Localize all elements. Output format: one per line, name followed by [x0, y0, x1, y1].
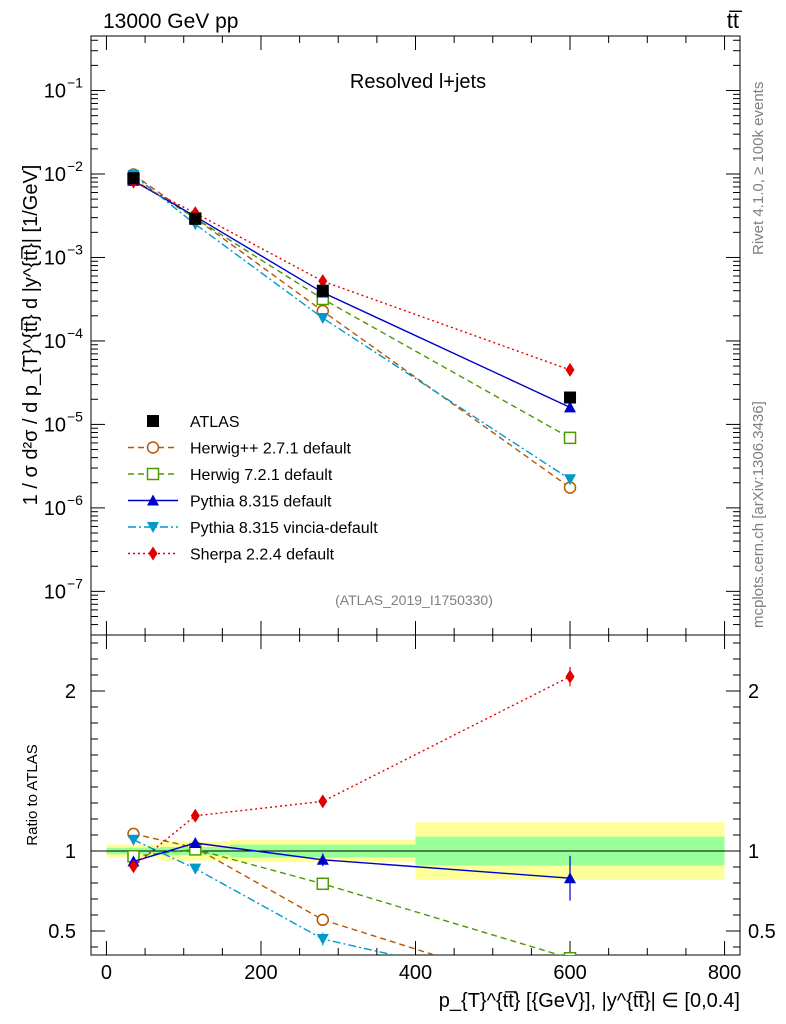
legend-label: Pythia 8.315 vincia-default — [190, 520, 378, 537]
y-tick-exponent: −6 — [67, 492, 83, 508]
ratio-series — [127, 667, 577, 955]
ratio-line-2 — [133, 842, 571, 879]
ratio-point-1 — [316, 877, 330, 891]
main-series — [127, 168, 577, 494]
y-axis-label: 1 / σ d²σ / d p_{T}^{tt̅} d |y^{tt̅}| [1… — [20, 165, 42, 506]
y-tick-exponent: −7 — [67, 575, 83, 591]
ratio-line-0 — [133, 833, 437, 955]
ratio-y-tick-label-left: 2 — [65, 681, 76, 703]
ratio-point-2 — [564, 872, 577, 884]
series-line-3 — [133, 174, 571, 480]
ratio-point-4 — [190, 808, 200, 823]
ratio-plot-frame — [90, 634, 741, 956]
legend-label: Pythia 8.315 default — [190, 494, 332, 511]
y-tick-label: 10 — [44, 581, 66, 603]
series-line-2 — [133, 180, 571, 409]
ratio-point-0 — [316, 913, 330, 927]
y-tick-exponent: −2 — [67, 158, 83, 174]
analysis-tag: (ATLAS_2019_I1750330) — [335, 592, 493, 608]
legend-marker — [147, 415, 159, 427]
x-tick-label: 200 — [244, 962, 277, 984]
chart-title: Resolved l+jets — [350, 71, 486, 93]
atlas-data-point — [189, 212, 202, 225]
ratio-y-axis-label: Ratio to ATLAS — [24, 744, 41, 845]
ratio-y-tick-label-left: 0.5 — [48, 921, 76, 943]
legend-marker — [148, 546, 158, 561]
header-left: 13000 GeV pp — [103, 10, 238, 33]
ratio-point-3 — [316, 934, 329, 945]
ratio-point-2 — [189, 837, 202, 848]
y-tick-label: 10 — [44, 247, 66, 269]
ratio-axes: 0.5 0.5 1 1 2 2 — [48, 642, 776, 948]
mcplots-label: mcplots.cern.ch [arXiv:1306.3436] — [750, 401, 767, 628]
series-point-3 — [316, 313, 329, 325]
ratio-point-1 — [563, 951, 577, 955]
x-tick-label: 800 — [708, 962, 741, 984]
ratio-line-3 — [133, 839, 397, 955]
ratio-point-3 — [189, 863, 202, 875]
series-point-4 — [565, 362, 575, 377]
atlas-data-point — [564, 391, 577, 404]
x-tick-label: 0 — [101, 962, 112, 984]
legend-label: Herwig++ 2.7.1 default — [190, 441, 352, 458]
series-point-2 — [564, 401, 577, 413]
ratio-line-4 — [133, 675, 571, 867]
y-tick-label: 10 — [44, 331, 66, 353]
legend: ATLAS Herwig++ 2.7.1 default Herwig 7.2.1 … — [128, 414, 378, 564]
main-axes: 10 −110 −210 −310 −410 −510 −610 −70 200 400 600 80… — [44, 36, 741, 984]
y-tick-exponent: −4 — [67, 325, 83, 341]
rivet-label: Rivet 4.1.0, ≥ 100k events — [750, 82, 767, 255]
legend-marker — [146, 467, 160, 481]
legend-label: ATLAS — [190, 414, 240, 431]
ratio-point-4 — [565, 669, 575, 684]
legend-marker — [146, 441, 160, 454]
x-tick-label: 400 — [399, 962, 432, 984]
x-tick-label: 600 — [553, 962, 586, 984]
x-axis-label: p_{T}^{tt̅} [{GeV}], |y^{tt̅}| ∈ [0,0.4] — [439, 990, 740, 1012]
legend-marker — [147, 494, 159, 506]
legend-label: Herwig 7.2.1 default — [190, 467, 333, 484]
y-tick-exponent: −3 — [67, 241, 83, 257]
y-tick-exponent: −5 — [67, 408, 83, 424]
ratio-point-4 — [318, 794, 328, 809]
series-point-1 — [563, 431, 577, 445]
series-point-4 — [318, 274, 328, 289]
series-point-3 — [564, 474, 577, 486]
legend-marker — [147, 522, 159, 533]
y-tick-label: 10 — [44, 81, 66, 103]
ratio-y-tick-label-right: 0.5 — [748, 921, 776, 943]
header-right: tt̅ — [727, 8, 743, 33]
ratio-y-tick-label-right: 1 — [748, 841, 759, 863]
ratio-y-tick-label-right: 2 — [748, 681, 759, 703]
series-line-1 — [133, 178, 571, 439]
legend-label: Sherpa 2.2.4 default — [190, 547, 335, 564]
ratio-point-4 — [128, 859, 138, 874]
y-tick-label: 10 — [44, 414, 66, 436]
atlas-data-point — [127, 172, 140, 185]
ratio-point-3 — [127, 834, 140, 846]
atlas-data-point — [316, 284, 329, 297]
y-tick-label: 10 — [44, 164, 66, 186]
y-tick-exponent: −1 — [67, 75, 83, 91]
ratio-point-2 — [316, 853, 329, 865]
series-line-4 — [133, 181, 571, 371]
ratio-y-tick-label-left: 1 — [65, 841, 76, 863]
y-tick-label: 10 — [44, 498, 66, 520]
